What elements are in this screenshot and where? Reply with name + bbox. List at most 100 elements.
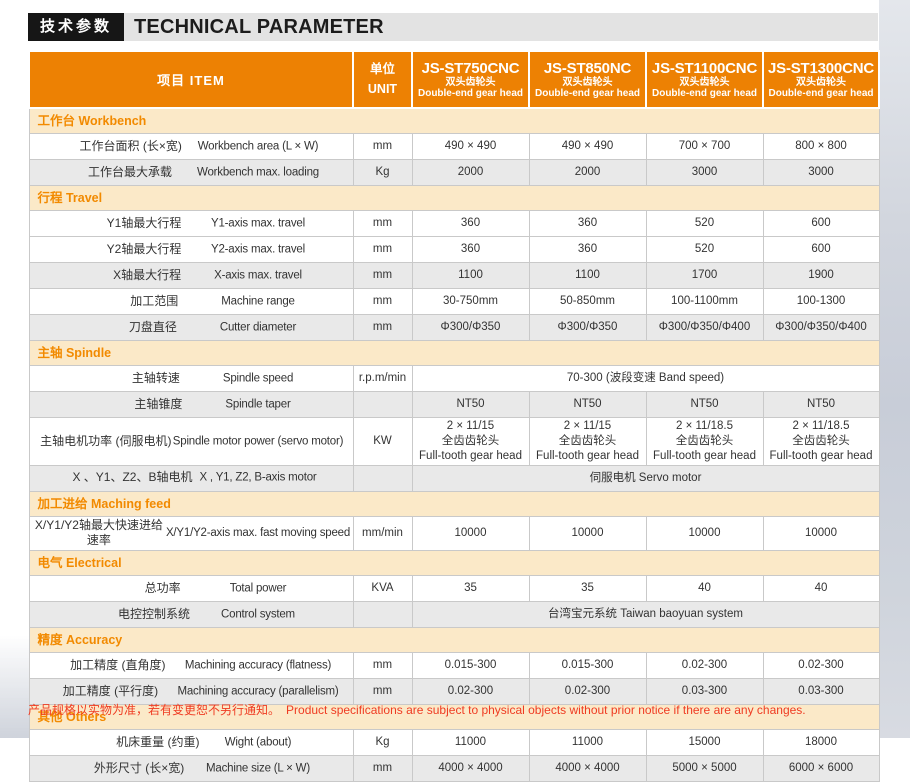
page-edge-shadow bbox=[879, 0, 910, 738]
table-row: 加工精度 (直角度) Machining accuracy (flatness) m… bbox=[28, 652, 880, 679]
section-row: 加工进给 Maching feed bbox=[28, 490, 880, 517]
unit-cell: mm bbox=[352, 288, 413, 315]
table-row: 加工精度 (平行度) Machining accuracy (parallelis… bbox=[28, 678, 880, 705]
value-cell: 490 × 490 bbox=[411, 133, 530, 160]
item-cell: 加工精度 (平行度) Machining accuracy (parallelis… bbox=[28, 678, 354, 705]
item-cell: X 、Y1、Z2、B轴电机 X , Y1, Z2, B-axis motor bbox=[28, 464, 354, 492]
value-cell: 0.03-300 bbox=[645, 678, 764, 705]
item-label-cn: Y1轴最大行程 bbox=[106, 215, 182, 230]
section-title: 加工进给 Maching feed bbox=[28, 490, 880, 517]
value-cell: 0.03-300 bbox=[762, 678, 880, 705]
item-label-en: Spindle speed bbox=[222, 371, 294, 384]
value-cell: 360 bbox=[411, 210, 530, 237]
item-label-en: Total power bbox=[229, 581, 287, 594]
header-unit-column: 单位 UNIT bbox=[352, 50, 413, 109]
table-row: Y1轴最大行程 Y1-axis max. travel mm 360 360 520 600 bbox=[28, 210, 880, 237]
item-label-cn: X/Y1/Y2轴最大快速进给速率 bbox=[34, 517, 163, 548]
value-cell: 2 × 11/18.5 全齿齿轮头 Full-tooth gear head bbox=[645, 417, 764, 466]
section-row: 行程 Travel bbox=[28, 185, 880, 211]
model-name: JS-ST750CNC bbox=[421, 59, 520, 77]
section-title: 主轴 Spindle bbox=[28, 340, 880, 366]
page-title-en: TECHNICAL PARAMETER bbox=[124, 13, 878, 41]
value-cell: 0.02-300 bbox=[762, 652, 880, 679]
value-cell: 2 × 11/15 全齿齿轮头 Full-tooth gear head bbox=[411, 417, 530, 466]
item-label-en: Workbench area (L × W) bbox=[197, 139, 319, 152]
technical-parameter-table: 项目 ITEM 单位 UNIT JS-ST750CNC 双头齿轮头 Double-e… bbox=[28, 50, 880, 782]
table-row: X 、Y1、Z2、B轴电机 X , Y1, Z2, B-axis motor 伺服电… bbox=[28, 464, 880, 492]
value-cell: Φ300/Φ350 bbox=[411, 314, 530, 341]
item-label-cn: 加工范围 bbox=[130, 293, 179, 308]
item-label-cn: X 、Y1、Z2、B轴电机 bbox=[72, 470, 193, 485]
value-cell-span: 70-300 (波段变速 Band speed) bbox=[411, 365, 880, 392]
item-label-en: Control system bbox=[221, 607, 295, 620]
value-cell: 2 × 11/18.5 全齿齿轮头 Full-tooth gear head bbox=[762, 417, 880, 466]
value-cell: 2000 bbox=[411, 159, 530, 186]
value-cell: 3000 bbox=[645, 159, 764, 186]
unit-cell: KW bbox=[352, 417, 413, 466]
unit-cell: mm bbox=[352, 678, 413, 705]
value-cell: NT50 bbox=[762, 391, 880, 418]
value-cell: NT50 bbox=[411, 391, 530, 418]
table-row: 主轴电机功率 (伺服电机)Spindle motor power (servo … bbox=[28, 417, 880, 466]
value-cell: 100-1100mm bbox=[645, 288, 764, 315]
value-cell-span: 伺服电机 Servo motor bbox=[411, 464, 880, 492]
item-label-en: Spindle taper bbox=[225, 397, 291, 410]
value-cell: 0.02-300 bbox=[645, 652, 764, 679]
item-label-cn: 刀盘直径 bbox=[128, 319, 177, 334]
section-row: 电气 Electrical bbox=[28, 550, 880, 576]
item-cell: 工作台最大承载 Workbench max. loading bbox=[28, 159, 354, 186]
item-label-cn: X轴最大行程 bbox=[113, 267, 182, 282]
item-label-cn: 主轴锥度 bbox=[134, 396, 183, 411]
table-row: 加工范围 Machine range mm 30-750mm 50-850mm 100-1… bbox=[28, 288, 880, 315]
unit-cell: KVA bbox=[352, 575, 413, 602]
model-subtitle-en: Double-end gear head bbox=[768, 87, 874, 99]
value-cell: Φ300/Φ350 bbox=[528, 314, 647, 341]
value-cell: 490 × 490 bbox=[528, 133, 647, 160]
value-cell: 360 bbox=[528, 236, 647, 263]
value-cell: 6000 × 6000 bbox=[762, 755, 880, 782]
value-cell-span: 台湾宝元系统 Taiwan baoyuan system bbox=[411, 601, 880, 628]
value-cell: 800 × 800 bbox=[762, 133, 880, 160]
value-cell: 700 × 700 bbox=[645, 133, 764, 160]
item-label-en: Machining accuracy (parallelism) bbox=[177, 684, 339, 697]
section-title: 电气 Electrical bbox=[28, 550, 880, 576]
section-row: 主轴 Spindle bbox=[28, 340, 880, 366]
item-cell: 工作台面积 (长×宽) Workbench area (L × W) bbox=[28, 133, 354, 160]
value-cell: 0.02-300 bbox=[528, 678, 647, 705]
unit-cell bbox=[352, 601, 413, 628]
item-label-en: Workbench max. loading bbox=[197, 165, 319, 178]
item-cell: Y2轴最大行程 Y2-axis max. travel bbox=[28, 236, 354, 263]
value-cell: 10000 bbox=[528, 515, 647, 552]
unit-cell: mm bbox=[352, 314, 413, 341]
model-subtitle-en: Double-end gear head bbox=[534, 87, 640, 99]
header-model-column: JS-ST750CNC 双头齿轮头 Double-end gear head bbox=[411, 50, 530, 109]
value-cell: 50-850mm bbox=[528, 288, 647, 315]
table-row: Y2轴最大行程 Y2-axis max. travel mm 360 360 520 600 bbox=[28, 236, 880, 263]
page-title-cn-badge: 技术参数 bbox=[28, 13, 125, 41]
unit-cell bbox=[352, 391, 413, 418]
value-cell: 0.015-300 bbox=[411, 652, 530, 679]
item-label-cn: 外形尺寸 (长×宽) bbox=[93, 760, 185, 775]
unit-cell: mm bbox=[352, 210, 413, 237]
value-cell: 0.02-300 bbox=[411, 678, 530, 705]
value-cell: 4000 × 4000 bbox=[411, 755, 530, 782]
value-cell: NT50 bbox=[528, 391, 647, 418]
value-cell: 2 × 11/15 全齿齿轮头 Full-tooth gear head bbox=[528, 417, 647, 466]
value-cell: 18000 bbox=[762, 729, 880, 756]
value-cell: 30-750mm bbox=[411, 288, 530, 315]
table-row: 主轴锥度 Spindle taper NT50 NT50 NT50 NT50 bbox=[28, 391, 880, 418]
item-label-en: X-axis max. travel bbox=[214, 268, 302, 281]
value-cell: 11000 bbox=[528, 729, 647, 756]
header-model-column: JS-ST1300CNC 双头齿轮头 Double-end gear head bbox=[762, 50, 880, 109]
header-unit-cn: 单位 bbox=[369, 62, 395, 77]
model-subtitle-cn: 双头齿轮头 bbox=[679, 76, 730, 88]
value-cell: 40 bbox=[645, 575, 764, 602]
value-cell: 10000 bbox=[411, 515, 530, 552]
section-title: 行程 Travel bbox=[28, 185, 880, 211]
header-unit-en: UNIT bbox=[367, 81, 398, 96]
item-label-cn: 总功率 bbox=[144, 580, 181, 595]
item-label-cn: 主轴电机功率 (伺服电机) bbox=[40, 433, 172, 448]
value-cell: 1900 bbox=[762, 262, 880, 289]
header-model-column: JS-ST850NC 双头齿轮头 Double-end gear head bbox=[528, 50, 647, 109]
footer-note-cn: 产品规格以实物为准，若有变更恕不另行通知。 bbox=[28, 703, 281, 717]
